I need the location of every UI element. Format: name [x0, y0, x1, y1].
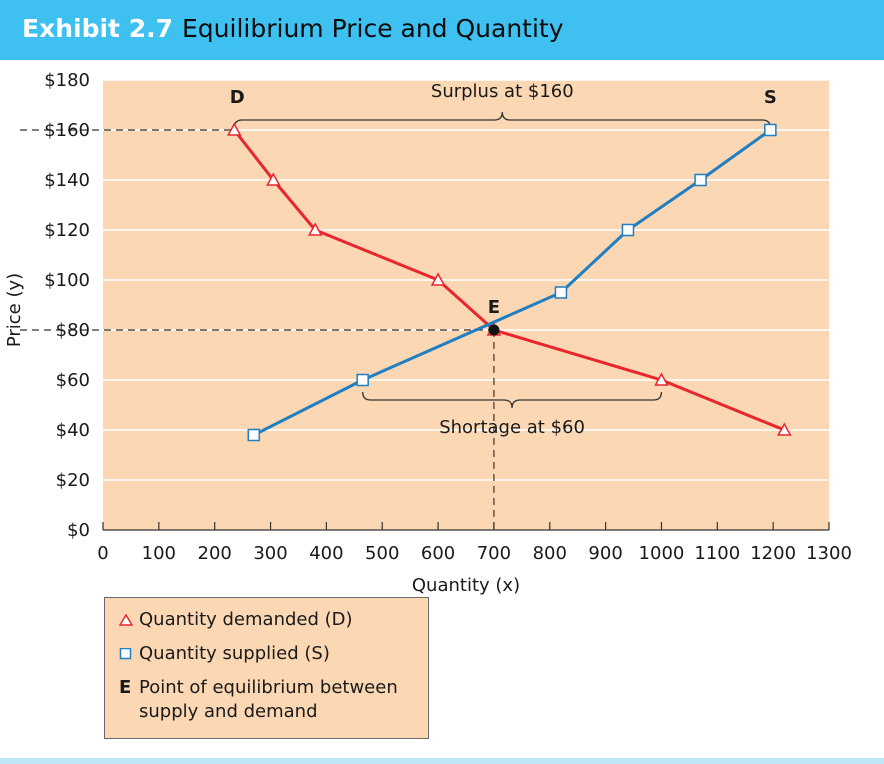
demand-curve-label: D — [230, 87, 245, 108]
legend-label-demand: Quantity demanded (D) — [139, 609, 353, 630]
demand-point — [777, 422, 792, 436]
supply-curve-label: S — [764, 87, 777, 108]
exhibit-number: Exhibit 2.7 — [22, 14, 173, 43]
exhibit-header: Exhibit 2.7 Equilibrium Price and Quanti… — [0, 0, 884, 60]
x-axis-label: Quantity (x) — [412, 575, 520, 596]
y-tick-label: $100 — [44, 270, 90, 291]
x-tick-label: 400 — [309, 543, 343, 564]
x-tick-label: 800 — [533, 543, 567, 564]
triangle-icon — [119, 614, 133, 626]
supply-point — [247, 428, 261, 442]
supply-point — [764, 123, 777, 137]
equilibrium-label: E — [488, 297, 500, 318]
x-tick-label: 1300 — [806, 543, 852, 564]
x-tick-label: 500 — [365, 543, 399, 564]
x-tick-label: 200 — [198, 543, 232, 564]
demand-point — [226, 122, 242, 136]
shortage-bracket — [362, 391, 663, 409]
y-tick-label: $140 — [44, 170, 90, 191]
supply-point — [356, 373, 369, 387]
x-tick-label: 0 — [97, 543, 108, 564]
chart-title: Equilibrium Price and Quantity — [182, 14, 564, 43]
square-icon — [119, 648, 132, 660]
demand-point — [654, 372, 669, 386]
y-tick-label: $0 — [67, 520, 90, 541]
surplus-bracket — [233, 111, 772, 129]
legend-label-supply: Quantity supplied (S) — [139, 643, 330, 664]
x-tick-label: 100 — [142, 543, 176, 564]
chart: $0 $20 $40 $60 $80 $100 $120 $140 $160 $180 0 100 20… — [4, 70, 852, 596]
y-tick-label: $120 — [44, 220, 90, 241]
x-tick-label: 1200 — [750, 543, 796, 564]
x-tick-label: 700 — [477, 543, 511, 564]
y-tick-label: $80 — [56, 320, 90, 341]
surplus-label: Surplus at $160 — [431, 81, 574, 102]
demand-point — [266, 172, 281, 186]
y-tick-label: $20 — [56, 470, 90, 491]
supply-point — [554, 286, 568, 299]
y-tick-label: $40 — [56, 420, 90, 441]
y-axis-label: Price (y) — [4, 273, 25, 347]
y-tick-label: $180 — [44, 70, 90, 91]
equilibrium-point — [488, 324, 500, 336]
x-tick-label: 1000 — [639, 543, 685, 564]
x-tick-label: 1100 — [694, 543, 740, 564]
shortage-label: Shortage at $60 — [439, 417, 585, 438]
legend-label-equilibrium: Point of equilibrium between supply and … — [139, 677, 398, 722]
supply-line — [253, 128, 772, 437]
bottom-bar — [0, 758, 884, 764]
legend: Quantity demanded (D) Quantity supplied … — [104, 597, 429, 739]
y-tick-label: $60 — [56, 370, 90, 391]
demand-point — [430, 272, 446, 286]
x-tick-label: 900 — [588, 543, 622, 564]
x-tick-label: 600 — [421, 543, 455, 564]
y-tick-label: $160 — [44, 120, 90, 141]
legend-key-equilibrium: E — [119, 677, 132, 698]
supply-point — [621, 223, 635, 237]
demand-point — [307, 222, 323, 236]
supply-point — [694, 173, 707, 187]
x-tick-label: 300 — [253, 543, 287, 564]
